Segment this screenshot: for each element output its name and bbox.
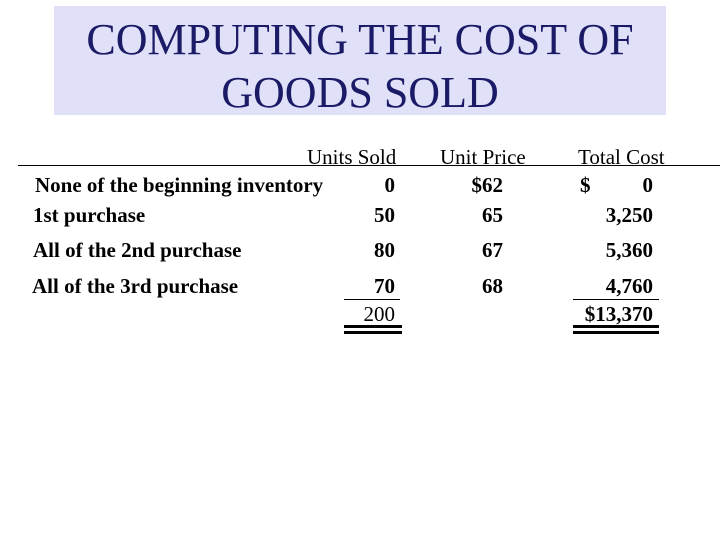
total-dollar-sign: $ — [580, 173, 591, 197]
total-subtotal-rule — [573, 299, 659, 300]
title-box: COMPUTING THE COST OF GOODS SOLD — [54, 6, 666, 117]
units-total-double-rule — [344, 325, 402, 334]
slide-title-line-1: COMPUTING THE COST OF — [86, 15, 634, 64]
cost-total-double-rule — [573, 325, 659, 334]
total-2nd-purchase: 5,360 — [605, 238, 653, 262]
price-1st-purchase: 65 — [482, 203, 503, 227]
units-subtotal-rule — [344, 299, 400, 300]
row-label-1st-purchase: 1st purchase — [33, 203, 146, 227]
units-3rd-purchase: 70 — [374, 274, 395, 298]
slide-title-line-2: GOODS SOLD — [221, 68, 499, 117]
row-label-3rd-purchase: All of the 3rd purchase — [32, 274, 239, 298]
total-beginning-inventory: 0 — [642, 173, 654, 197]
cost-grand-total: $13,370 — [584, 302, 653, 326]
price-3rd-purchase: 68 — [482, 274, 503, 298]
units-1st-purchase: 50 — [374, 203, 395, 227]
units-2nd-purchase: 80 — [374, 238, 395, 262]
units-beginning-inventory: 0 — [384, 173, 396, 197]
total-1st-purchase: 3,250 — [605, 203, 653, 227]
row-label-2nd-purchase: All of the 2nd purchase — [33, 238, 242, 262]
units-grand-total: 200 — [363, 302, 396, 326]
total-3rd-purchase: 4,760 — [605, 274, 653, 298]
row-label-beginning-inventory: None of the beginning inventory — [35, 173, 324, 197]
price-beginning-inventory: $62 — [471, 173, 504, 197]
header-rule — [18, 165, 720, 166]
price-2nd-purchase: 67 — [482, 238, 503, 262]
